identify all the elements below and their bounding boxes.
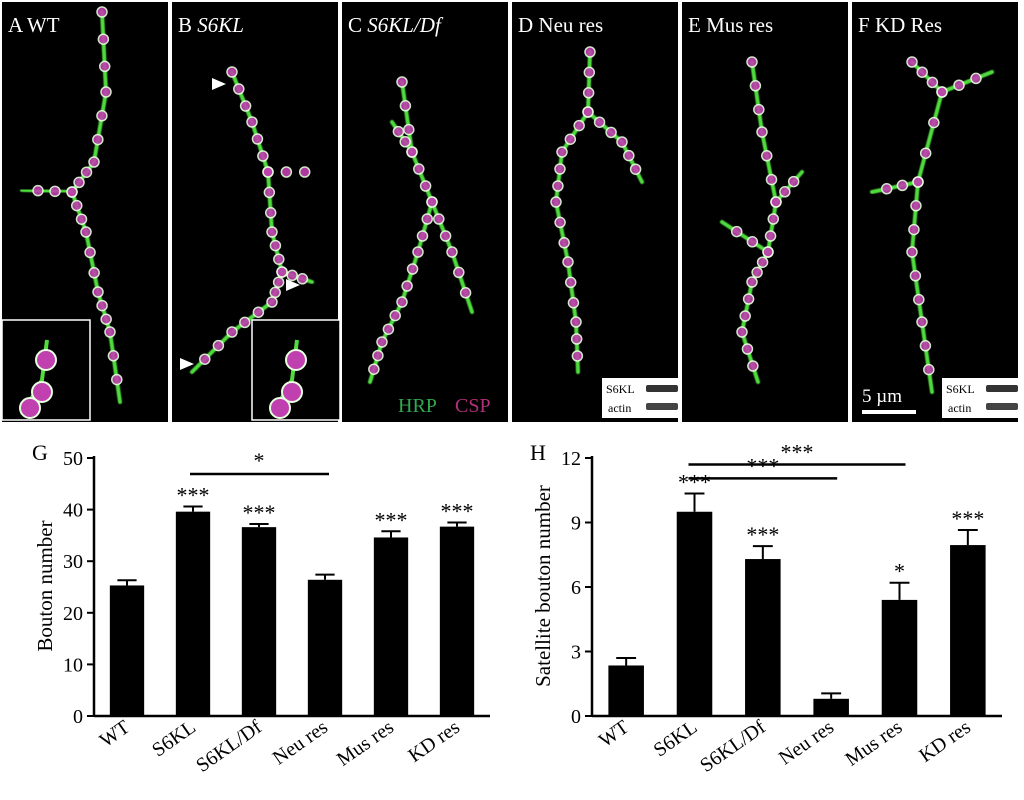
x-tick-label: Mus res — [841, 716, 906, 771]
arrowhead-icon — [286, 279, 300, 291]
y-tick-label: 20 — [63, 603, 83, 625]
blot-label-s6kl: S6KL — [946, 382, 975, 396]
arrowhead-icon — [212, 78, 226, 90]
x-tick-label: Neu res — [775, 716, 838, 770]
panel-letter-h: H — [530, 440, 546, 465]
bar-s6kl-df — [241, 527, 277, 716]
bar-s6kl — [175, 511, 211, 716]
y-tick-label: 0 — [73, 706, 83, 728]
panel-label-c: C S6KL/Df — [348, 13, 444, 37]
bar-s6kl-df — [745, 559, 781, 716]
western-blot-f: S6KL actin — [942, 378, 1022, 418]
blot-label-actin: actin — [948, 401, 971, 415]
inset-a — [1, 319, 91, 421]
y-tick-label: 9 — [571, 513, 581, 535]
x-tick-label: Mus res — [333, 716, 398, 771]
panel-label-f: F KD Res — [858, 13, 942, 37]
bar-chart-g: G Bouton number 0 10 20 30 40 50 WT *** S6KL *** S… — [32, 440, 490, 777]
bar-s6kl — [676, 511, 713, 716]
micrograph-panel-f: F KD Res — [852, 2, 1018, 422]
panel-label-d: D Neu res — [518, 13, 603, 37]
micrograph-panel-c: C S6KL/Df — [342, 2, 508, 422]
arrowhead-icon — [180, 358, 194, 370]
y-tick-label: 30 — [63, 551, 83, 573]
x-tick-label: Neu res — [269, 716, 332, 770]
significance-marker: *** — [678, 469, 711, 494]
significance-marker: *** — [441, 499, 474, 524]
significance-marker: *** — [177, 483, 210, 508]
significance-marker: *** — [746, 522, 779, 547]
y-tick-label: 10 — [63, 654, 83, 676]
x-tick-label: WT — [96, 716, 134, 752]
panel-label-e: E Mus res — [688, 13, 773, 37]
bar-kd-res — [439, 526, 475, 716]
scale-bar — [862, 410, 916, 414]
micrograph-panel-d: D Neu res — [512, 2, 678, 422]
micrograph-panel-e: E Mus res — [682, 2, 848, 422]
y-tick-label: 3 — [571, 642, 581, 664]
significance-marker: *** — [375, 507, 408, 532]
x-tick-label: S6KL — [650, 716, 702, 761]
stain-label-hrp: HRP — [398, 395, 437, 417]
comparison-marker: *** — [781, 439, 814, 464]
blot-label-actin: actin — [608, 401, 631, 415]
x-tick-label: KD res — [915, 716, 975, 767]
significance-marker: *** — [951, 506, 984, 531]
y-axis-label: Bouton number — [33, 520, 57, 651]
bar-kd-res — [950, 545, 986, 716]
panel-label-a: A WT — [8, 13, 60, 37]
x-tick-label: KD res — [404, 716, 464, 767]
y-tick-label: 6 — [571, 577, 581, 599]
x-tick-label: S6KL/Df — [696, 716, 770, 777]
x-tick-label: S6KL/Df — [192, 716, 266, 777]
bar-chart-h: H Satellite bouton number 0 3 6 9 12 WT *** S6K… — [530, 439, 1002, 777]
bar-wt — [608, 665, 644, 716]
bar-mus-res — [373, 537, 409, 716]
panel-label-b: B S6KL — [178, 13, 244, 37]
x-tick-label: S6KL — [148, 716, 200, 761]
panel-letter-g: G — [32, 440, 48, 465]
x-tick-label: WT — [595, 716, 633, 752]
scale-bar-label: 5 µm — [862, 386, 902, 407]
stain-label-csp: CSP — [455, 395, 491, 417]
micrograph-panel-row: A WT B S6KL C S6KL/Df D Neu res E Mus res F K… — [1, 2, 1022, 422]
comparison-marker: * — [254, 448, 265, 473]
bar-neu-res — [813, 698, 849, 716]
bar-neu-res — [307, 579, 343, 716]
bar-mus-res — [881, 599, 918, 716]
bar-wt — [109, 585, 145, 716]
significance-marker: *** — [243, 500, 276, 525]
y-tick-label: 0 — [571, 706, 581, 728]
y-tick-label: 40 — [63, 500, 83, 522]
inset-b — [251, 319, 341, 421]
significance-marker: * — [894, 559, 905, 584]
y-tick-label: 12 — [561, 448, 581, 470]
y-axis-label: Satellite bouton number — [531, 485, 555, 687]
comparison-marker: *** — [746, 453, 779, 478]
blot-label-s6kl: S6KL — [606, 382, 635, 396]
y-tick-label: 50 — [63, 448, 83, 470]
western-blot-d: S6KL actin — [602, 378, 682, 418]
